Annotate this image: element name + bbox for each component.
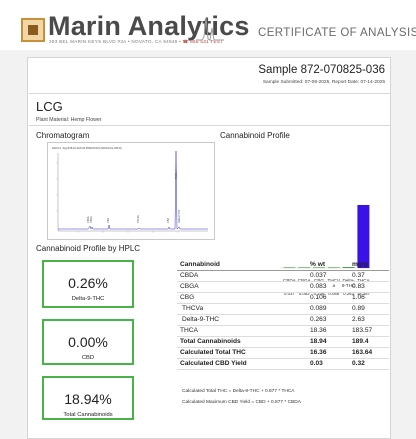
brand-address: 293 BEL MARIN KEYS BLVD #3A • NOVATO, CA… [49,39,223,45]
phone-text: ☎ 855 531 TEST [182,39,224,44]
logo-icon [21,18,45,42]
row-name: CBG [177,292,307,304]
sample-header: Sample 872-070825-036 Sample Submitted: … [29,58,391,94]
hplc-heading: Cannabinoid Profile by HPLC [36,244,141,253]
row-mg: 0.32 [349,358,389,370]
table-row: Delta-9-THC 0.263 2.63 [177,314,389,326]
row-mg: 0.37 [349,270,389,282]
sample-dates: Sample Submitted: 07-08-2025, Report Dat… [262,80,385,85]
thc-formula-note: Calculated Total THC = Delta-9-THC + 0.8… [182,389,295,394]
chromatogram-heading: Chromatogram [36,131,90,140]
chromatogram-logo-icon [196,17,224,41]
summary-total-cannabinoids: 18.94% Total Cannabinoids [42,376,134,420]
row-mg: 183.57 [349,325,389,337]
row-wt: 16.36 [307,347,349,359]
peak-label-cbg: CBG [107,218,110,223]
report-header: Marin Analytics 293 BEL MARIN KEYS BLVD … [0,0,416,56]
row-name: Calculated CBD Yield [177,358,307,370]
table-header-row: Cannabinoid % wt mg/g [177,259,389,271]
row-name: Total Cannabinoids [177,335,307,348]
summary-cbd: 0.00% CBD [42,319,134,365]
summary-label: Delta-9-THC [71,296,105,302]
row-mg: 189.4 [349,335,389,348]
peak-label-cbda: CBDA [87,216,90,223]
col-wt: % wt [307,259,349,271]
row-name: Calculated Total THC [177,347,307,359]
col-cannabinoid: Cannabinoid [177,259,307,271]
row-name: CBDA [177,270,307,282]
row-wt: 0.263 [307,314,349,326]
row-name: CBGA [177,281,307,293]
peak-label-thca: THCA [175,172,178,179]
strain-header: LCG Plant Material: Hemp Flower [29,95,391,126]
table-row: CBGA 0.083 0.83 [177,281,389,293]
row-wt: 0.083 [307,281,349,293]
row-mg: 2.63 [349,314,389,326]
strain-name: LCG [36,99,63,114]
cbd-formula-note: Calculated Maximum CBD Yield = CBD + 0.8… [182,400,301,405]
summary-delta9-thc: 0.26% Delta-9-THC [42,260,134,308]
summary-label: CBD [81,355,95,361]
summary-label: Total Cannabinoids [63,412,113,418]
summary-value: 18.94% [64,391,112,407]
row-mg: 0.89 [349,303,389,315]
chromatogram-title: DAD1 A, Sig=228,16 Ref=off (PREVIOUS DAT… [52,146,122,150]
peak-label-cbga: CBGA [90,216,93,223]
row-wt: 0.03 [307,358,349,370]
table-row: THCA 18.36 183.57 [177,325,389,337]
peak-label-d9thc: Delta-9-THC [178,209,181,223]
row-mg: 0.83 [349,281,389,293]
row-name: Delta-9-THC [177,314,307,326]
chromatogram-plot: DAD1 A, Sig=228,16 Ref=off (PREVIOUS DAT… [47,142,215,240]
row-wt: 18.36 [307,325,349,337]
chart-bar [357,205,370,268]
report-page: Sample 872-070825-036 Sample Submitted: … [27,57,391,439]
row-name: THCVa [177,303,307,315]
chromatogram-trace [58,150,208,230]
table-row: CBG 0.106 1.06 [177,292,389,304]
row-wt: 0.037 [307,270,349,282]
address-text: 293 BEL MARIN KEYS BLVD #3A • NOVATO, CA… [49,39,182,44]
peak-label-cbd: CBD [167,218,170,223]
summary-value: 0.26% [68,275,108,291]
plant-material: Plant Material: Hemp Flower [36,117,102,123]
total-thc-row: Calculated Total THC 16.36 163.64 [177,347,389,359]
row-wt: 0.089 [307,303,349,315]
table-row: CBDA 0.037 0.37 [177,270,389,282]
brand-name: Marin Analytics [48,11,250,41]
row-name: THCA [177,325,307,337]
cbd-yield-row: Calculated CBD Yield 0.03 0.32 [177,358,389,370]
sample-id: Sample 872-070825-036 [258,64,385,76]
total-cannabinoids-row: Total Cannabinoids 18.94 189.4 [177,335,389,348]
row-wt: 18.94 [307,335,349,348]
document-title: CERTIFICATE OF ANALYSIS [258,27,416,39]
peak-label-thcva: THCVa [137,215,140,223]
profile-heading: Cannabinoid Profile [220,131,290,140]
row-mg: 1.06 [349,292,389,304]
row-wt: 0.106 [307,292,349,304]
table-row: THCVa 0.089 0.89 [177,303,389,315]
col-mg: mg/g [349,259,389,271]
summary-value: 0.00% [68,334,108,350]
cannabinoid-table: Cannabinoid % wt mg/g CBDA 0.037 0.37 CB… [177,259,389,370]
row-mg: 163.64 [349,347,389,359]
